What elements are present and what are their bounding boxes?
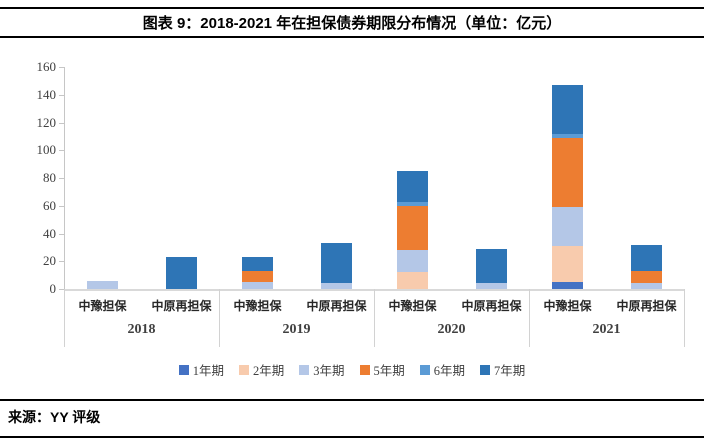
top-rule — [0, 7, 704, 9]
y-axis-tick — [59, 150, 64, 151]
category-label: 中原再担保 — [616, 299, 677, 313]
category-divider — [684, 289, 685, 347]
legend-item: 5年期 — [359, 360, 405, 379]
legend-swatch-y6 — [419, 364, 430, 375]
bar-segment-y5 — [397, 205, 428, 251]
bar-segment-y7 — [242, 257, 273, 271]
legend-label: 6年期 — [433, 364, 466, 378]
bar-segment-y3 — [631, 283, 662, 289]
legend-label: 5年期 — [373, 364, 405, 378]
y-axis-tick — [59, 289, 64, 290]
legend-item: 7年期 — [480, 360, 525, 379]
bar-segment-y7 — [552, 85, 583, 134]
year-label: 2018 — [127, 322, 156, 337]
y-axis-tick — [59, 123, 64, 124]
category-divider — [64, 289, 65, 347]
title-bottom-rule — [0, 36, 704, 38]
legend: 1年期 2年期 3年期 5年期 6年期 7年期 — [0, 360, 704, 379]
legend-swatch-y3 — [299, 364, 310, 375]
bar-segment-y3 — [476, 283, 507, 289]
category-label: 中原再担保 — [151, 299, 212, 313]
legend-item: 2年期 — [238, 360, 285, 379]
category-label: 中豫担保 — [388, 299, 437, 313]
chart-title: 图表 9：2018-2021 年在担保债券期限分布情况（单位：亿元） — [142, 15, 562, 32]
bar-segment-y6 — [397, 201, 428, 206]
source-note: 来源：YY 评级 — [8, 409, 101, 425]
y-axis-label: 160 — [36, 59, 57, 74]
y-axis-line — [64, 67, 65, 289]
bar-segment-y3 — [321, 283, 352, 289]
year-label: 2021 — [592, 322, 621, 337]
y-axis-label: 60 — [43, 198, 56, 213]
bar-segment-y5 — [552, 137, 583, 208]
bar-segment-y5 — [631, 270, 662, 284]
legend-swatch-y1 — [178, 364, 189, 375]
year-label: 2019 — [282, 322, 311, 337]
y-axis-tick — [59, 178, 64, 179]
category-divider — [374, 289, 375, 347]
bar-segment-y7 — [631, 244, 662, 271]
category-label: 中豫担保 — [543, 299, 592, 313]
legend-item: 6年期 — [419, 360, 466, 379]
y-axis-label: 80 — [43, 170, 56, 185]
y-axis-tick — [59, 234, 64, 235]
category-label: 中原再担保 — [306, 299, 367, 313]
bar-segment-y3 — [552, 207, 583, 246]
y-axis-tick — [59, 67, 64, 68]
category-label: 中豫担保 — [78, 299, 127, 313]
y-axis-tick — [59, 95, 64, 96]
legend-label: 2年期 — [252, 364, 285, 378]
y-axis-label: 40 — [43, 226, 56, 241]
y-axis-label: 140 — [36, 87, 57, 102]
category-divider — [219, 289, 220, 347]
bar-segment-y7 — [166, 257, 197, 289]
bar-segment-y5 — [242, 270, 273, 283]
category-label: 中原再担保 — [461, 299, 522, 313]
bar-segment-y7 — [476, 248, 507, 284]
legend-label: 1年期 — [192, 364, 224, 378]
bar-segment-y2 — [397, 272, 428, 289]
bar-segment-y7 — [321, 243, 352, 284]
bar-segment-y3 — [397, 250, 428, 273]
year-label: 2020 — [437, 322, 466, 337]
bar-segment-y2 — [552, 245, 583, 283]
legend-swatch-y2 — [238, 364, 249, 375]
bar-segment-y1 — [552, 282, 583, 289]
bar-segment-y3 — [242, 282, 273, 289]
legend-swatch-y5 — [359, 364, 370, 375]
category-divider — [529, 289, 530, 347]
legend-item: 3年期 — [299, 360, 345, 379]
category-label: 中豫担保 — [233, 299, 282, 313]
y-axis-label: 0 — [49, 281, 57, 296]
legend-swatch-y7 — [480, 364, 491, 375]
source-top-rule — [0, 399, 704, 401]
y-axis-tick — [59, 261, 64, 262]
y-axis-label: 20 — [43, 253, 56, 268]
bar-segment-y6 — [552, 133, 583, 138]
y-axis-label: 120 — [36, 115, 57, 130]
legend-label: 3年期 — [313, 364, 345, 378]
y-axis-label: 100 — [36, 142, 57, 157]
bottom-rule — [0, 436, 704, 438]
y-axis-tick — [59, 206, 64, 207]
bar-segment-y3 — [87, 280, 118, 289]
legend-item: 1年期 — [178, 360, 224, 379]
bar-segment-y7 — [397, 171, 428, 202]
legend-label: 7年期 — [494, 364, 526, 378]
